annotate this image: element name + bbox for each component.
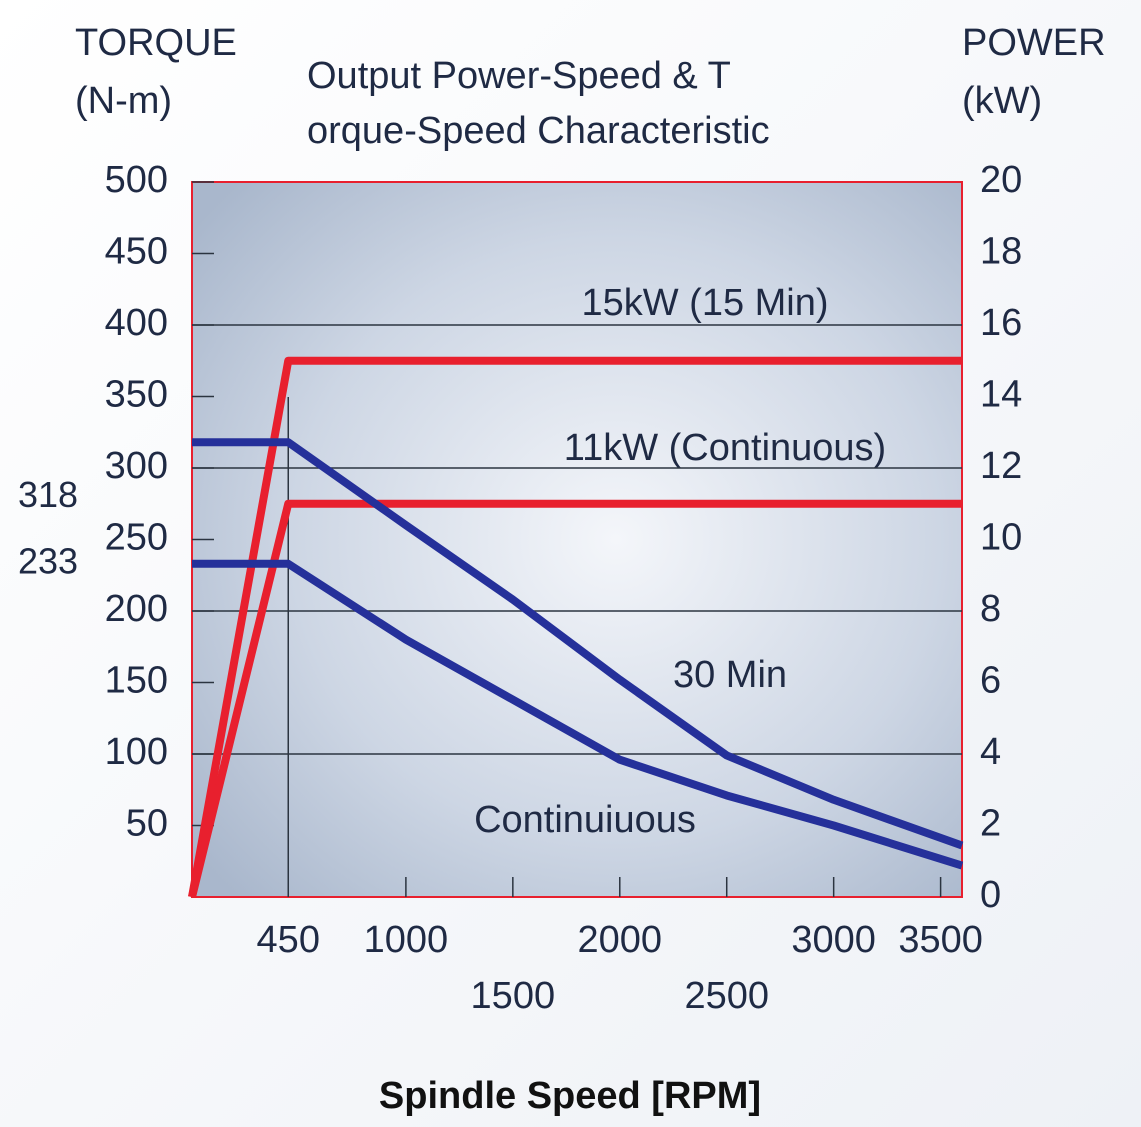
y2-tick-label: 8 xyxy=(980,588,1001,630)
y2-tick-label: 10 xyxy=(980,517,1022,559)
chart-title: orque-Speed Characteristic xyxy=(307,110,770,152)
y-tick-label: 500 xyxy=(105,159,168,201)
y-tick-label: 50 xyxy=(126,803,168,845)
y-tick-label: 400 xyxy=(105,302,168,344)
marked-value: 318 xyxy=(18,474,78,515)
x-tick-label: 3500 xyxy=(898,919,983,961)
y2-axis-label: (kW) xyxy=(962,80,1042,122)
y-tick-label: 450 xyxy=(105,231,168,273)
y2-tick-label: 14 xyxy=(980,374,1022,416)
y-tick-label: 150 xyxy=(105,660,168,702)
y2-tick-label: 2 xyxy=(980,803,1001,845)
chart-title: Output Power-Speed & T xyxy=(307,55,731,97)
y2-axis-label: POWER xyxy=(962,22,1106,64)
y-tick-label: 200 xyxy=(105,588,168,630)
annotation: 30 Min xyxy=(673,654,787,696)
y2-tick-label: 0 xyxy=(980,874,1001,916)
x-axis-label: Spindle Speed [RPM] xyxy=(379,1075,761,1117)
y-tick-label: 300 xyxy=(105,445,168,487)
annotation: Continuiuous xyxy=(474,799,696,841)
series-line xyxy=(188,356,962,898)
y2-tick-label: 6 xyxy=(980,660,1001,702)
y-axis-label: TORQUE xyxy=(75,22,237,64)
annotation: 15kW (15 Min) xyxy=(581,282,828,324)
y2-tick-label: 18 xyxy=(980,231,1022,273)
x-tick-label: 2500 xyxy=(684,975,769,1017)
x-tick-label: 2000 xyxy=(578,919,663,961)
marked-value: 233 xyxy=(18,540,78,581)
y-axis-label: (N-m) xyxy=(75,80,172,122)
x-tick-label: 3000 xyxy=(791,919,876,961)
x-tick-label: 450 xyxy=(257,919,320,961)
x-tick-label: 1000 xyxy=(364,919,449,961)
x-tick-label: 1500 xyxy=(471,975,556,1017)
series-line xyxy=(192,559,964,870)
y-tick-label: 100 xyxy=(105,731,168,773)
y2-tick-label: 16 xyxy=(980,302,1022,344)
y2-tick-label: 20 xyxy=(980,159,1022,201)
y2-tick-label: 12 xyxy=(980,445,1022,487)
annotation: 11kW (Continuous) xyxy=(564,427,886,469)
series-line xyxy=(192,438,964,850)
series-line xyxy=(188,499,962,898)
plot-area xyxy=(191,181,963,898)
y-tick-label: 250 xyxy=(105,517,168,559)
y-tick-label: 350 xyxy=(105,374,168,416)
y2-tick-label: 4 xyxy=(980,731,1001,773)
